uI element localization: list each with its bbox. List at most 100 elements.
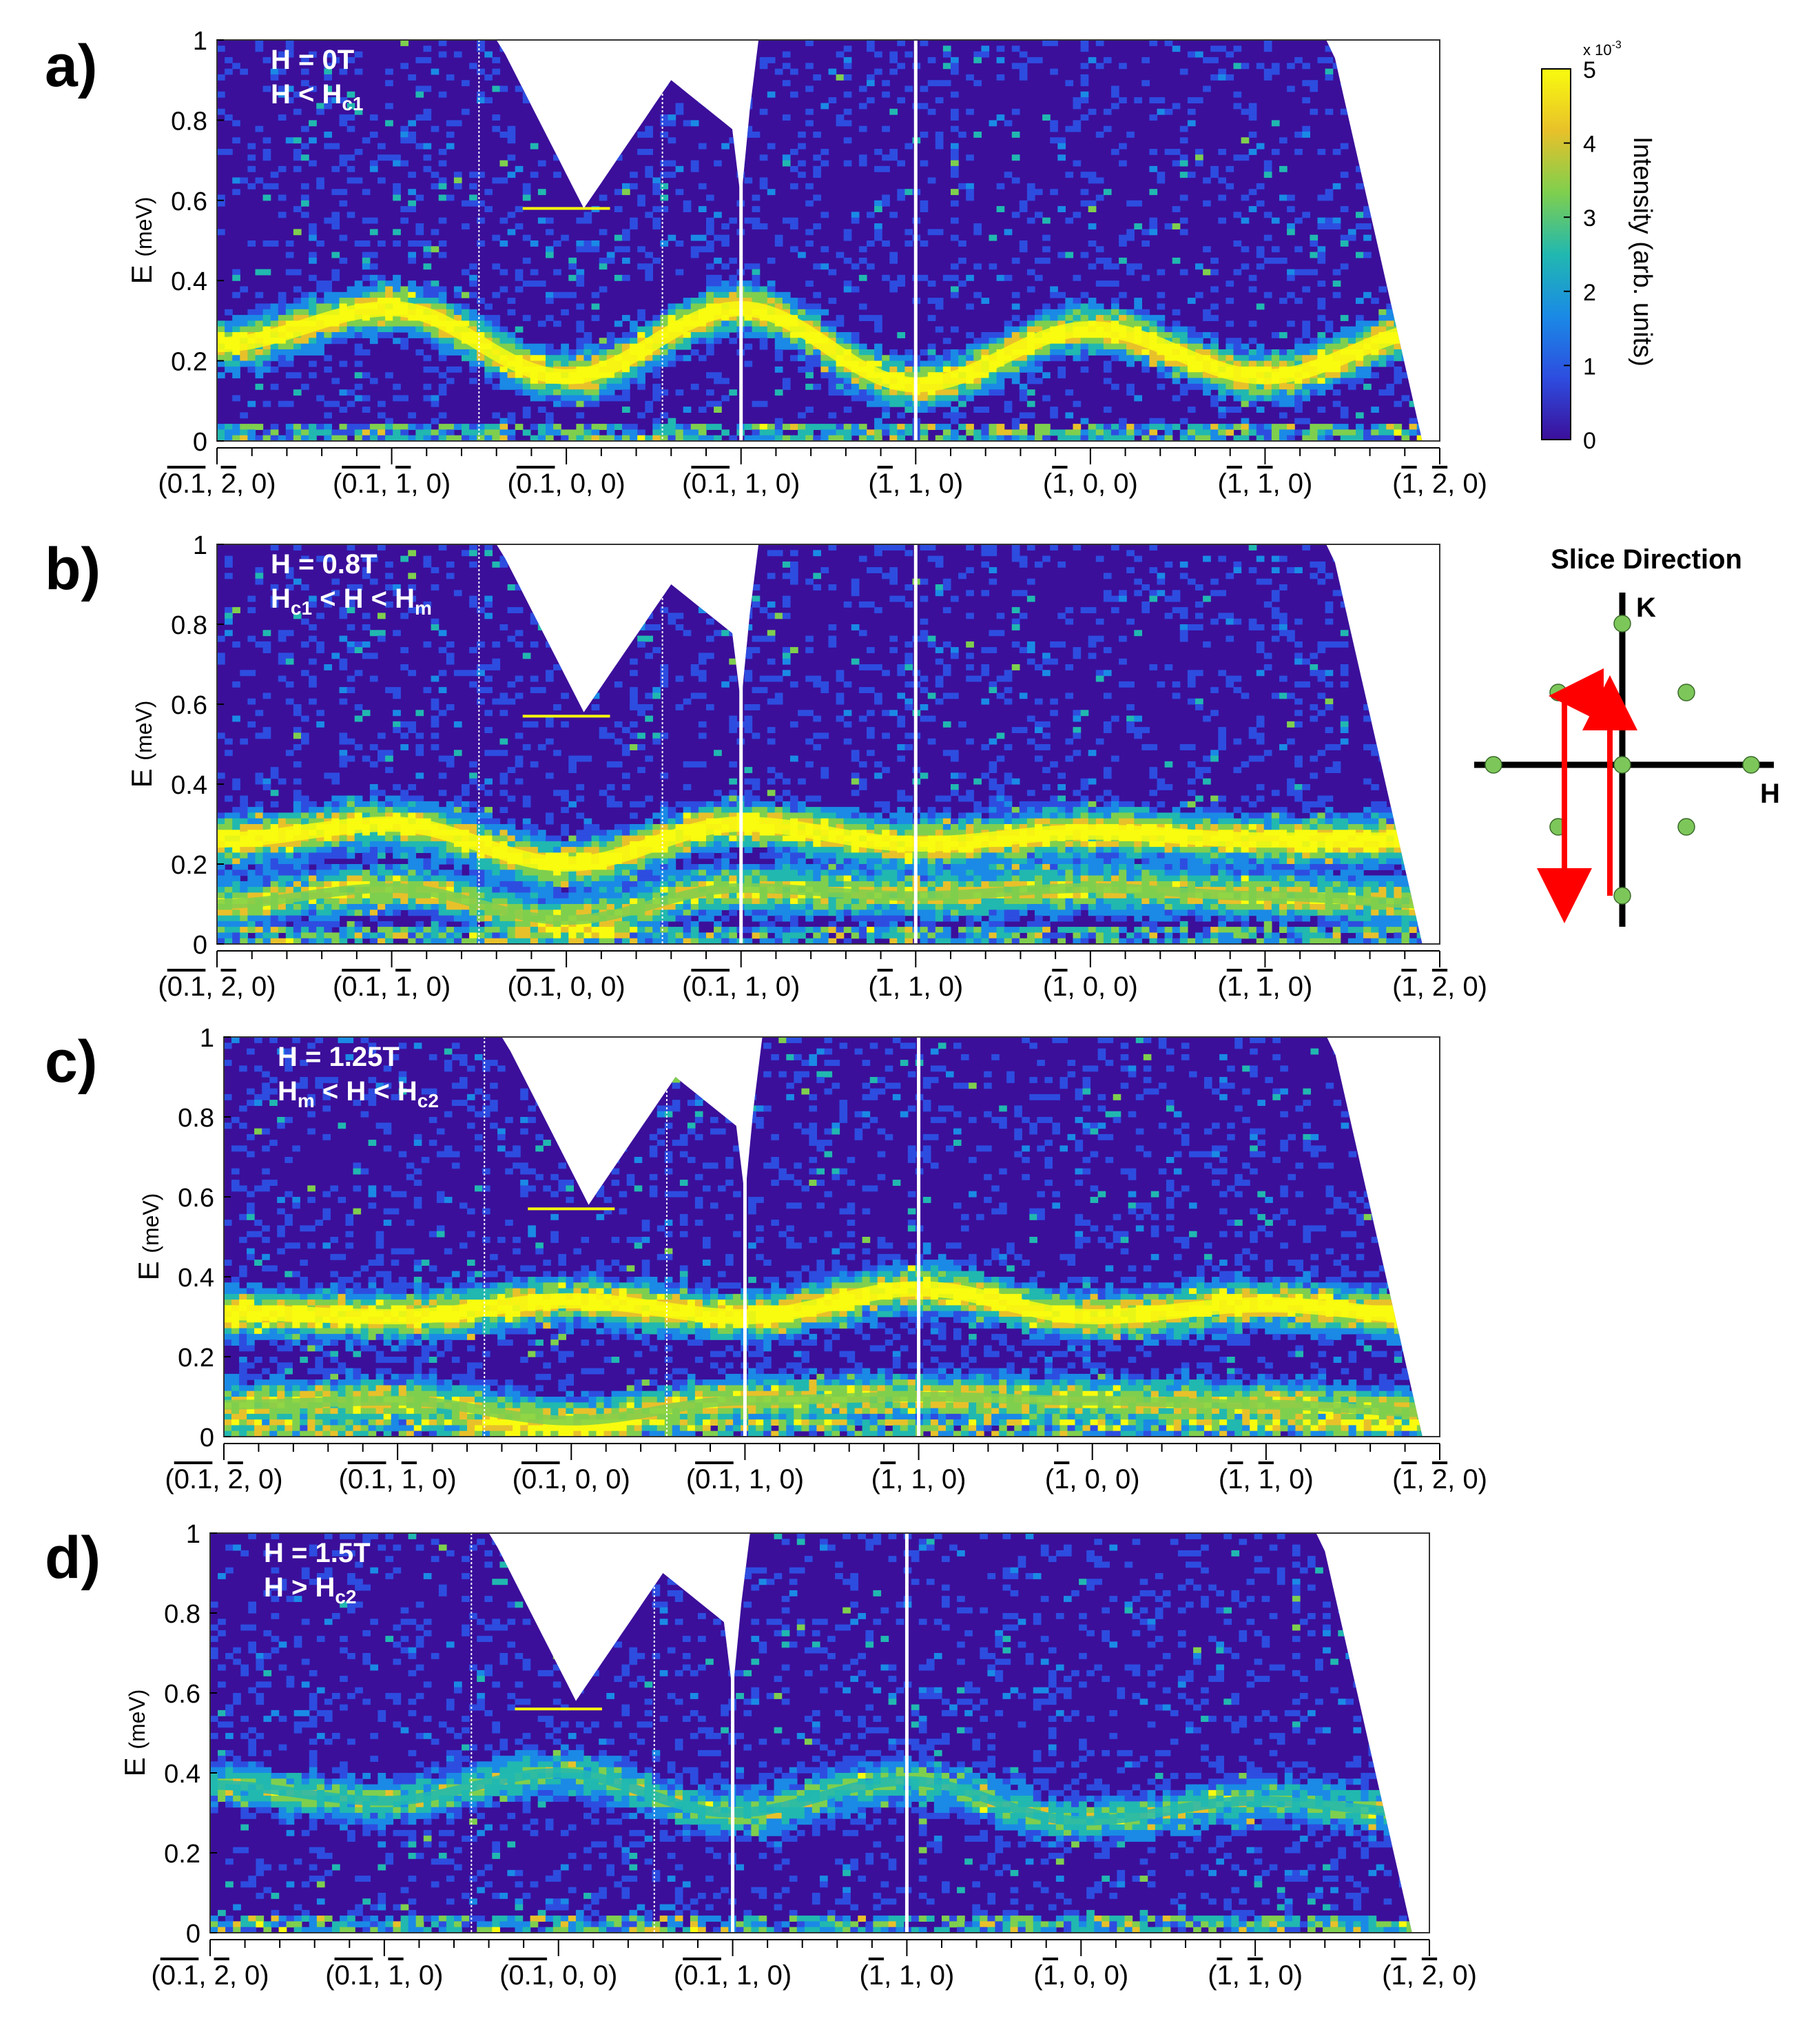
heatmap-cell: [408, 326, 416, 333]
heatmap-cell: [1271, 63, 1280, 70]
heatmap-cell: [385, 767, 393, 773]
heatmap-cell: [339, 332, 348, 338]
heatmap-cell: [637, 372, 645, 379]
heatmap-cell: [1317, 251, 1326, 258]
heatmap-cell: [668, 338, 676, 345]
heatmap-cell: [446, 904, 455, 910]
heatmap-cell: [828, 383, 837, 390]
heatmap-cell: [951, 263, 959, 270]
heatmap-cell: [1172, 206, 1181, 212]
heatmap-cell: [1416, 223, 1425, 229]
heatmap-cell: [217, 429, 225, 436]
heatmap-cell: [537, 898, 546, 905]
heatmap-cell: [568, 360, 577, 367]
heatmap-cell: [232, 120, 240, 127]
heatmap-cell: [400, 320, 409, 327]
heatmap-cell: [660, 206, 669, 212]
heatmap-cell: [1035, 309, 1043, 316]
heatmap-cell: [553, 932, 561, 939]
heatmap-cell: [270, 429, 279, 436]
heatmap-cell: [438, 194, 447, 201]
heatmap-cell: [599, 389, 608, 396]
heatmap-cell: [1073, 120, 1082, 127]
heatmap-cell: [255, 892, 264, 899]
heatmap-cell: [1103, 338, 1112, 345]
heatmap-cell: [446, 841, 455, 848]
heatmap-cell: [1233, 435, 1242, 441]
heatmap-cell: [301, 795, 309, 802]
heatmap-cell: [951, 108, 959, 115]
heatmap-cell: [225, 349, 233, 356]
heatmap-cell: [1042, 372, 1051, 379]
heatmap-cell: [546, 246, 554, 253]
heatmap-cell: [247, 309, 256, 316]
heatmap-cell: [546, 910, 554, 916]
heatmap-cell: [522, 818, 531, 825]
heatmap-cell: [316, 921, 324, 927]
heatmap-cell: [324, 326, 332, 333]
heatmap-cell: [1401, 349, 1410, 356]
heatmap-cell: [484, 372, 493, 379]
heatmap-cell: [568, 349, 577, 356]
heatmap-cell: [247, 607, 256, 613]
heatmap-cell: [339, 429, 348, 436]
heatmap-cell: [499, 555, 508, 562]
heatmap-cell: [339, 801, 348, 808]
heatmap-cell: [400, 298, 409, 304]
heatmap-cell: [1263, 395, 1272, 402]
heatmap-cell: [393, 630, 401, 637]
heatmap-cell: [1332, 429, 1341, 436]
heatmap-cell: [507, 378, 516, 384]
heatmap-cell: [576, 400, 585, 407]
heatmap-cell: [1226, 338, 1234, 345]
heatmap-cell: [927, 229, 936, 236]
heatmap-cell: [1149, 229, 1158, 236]
heatmap-cell: [1157, 326, 1166, 333]
heatmap-cell: [530, 824, 539, 830]
heatmap-cell: [530, 687, 539, 693]
heatmap-cell: [293, 710, 302, 717]
heatmap-cell: [1394, 372, 1403, 379]
heatmap-cell: [1347, 372, 1356, 379]
heatmap-cell: [606, 338, 615, 345]
heatmap-cell: [1050, 407, 1058, 413]
heatmap-cell: [462, 223, 470, 229]
heatmap-cell: [247, 721, 256, 728]
heatmap-cell: [431, 183, 440, 189]
heatmap-cell: [515, 223, 524, 229]
heatmap-cell: [759, 108, 768, 115]
heatmap-cell: [408, 607, 416, 613]
heatmap-cell: [400, 795, 409, 802]
heatmap-cell: [576, 338, 585, 345]
heatmap-cell: [240, 286, 248, 293]
heatmap-cell: [805, 360, 814, 367]
heatmap-cell: [1141, 320, 1150, 327]
heatmap-cell: [1287, 223, 1295, 229]
heatmap-cell: [798, 160, 806, 167]
heatmap-cell: [546, 435, 554, 441]
heatmap-cell: [813, 132, 821, 138]
heatmap-cell: [423, 904, 432, 910]
heatmap-cell: [225, 921, 233, 927]
heatmap-cell: [966, 332, 974, 338]
heatmap-cell: [660, 240, 669, 247]
heatmap-cell: [798, 355, 806, 362]
heatmap-cell: [630, 372, 638, 379]
heatmap-cell: [415, 607, 424, 613]
heatmap-cell: [874, 229, 882, 236]
heatmap-cell: [622, 132, 630, 138]
heatmap-cell: [301, 183, 309, 189]
heatmap-cell: [415, 424, 424, 430]
heatmap-cell: [1035, 429, 1043, 436]
heatmap-cell: [378, 755, 386, 762]
heatmap-cell: [347, 607, 355, 613]
heatmap-cell: [1026, 355, 1035, 362]
heatmap-cell: [469, 435, 477, 441]
heatmap-cell: [270, 424, 279, 430]
heatmap-cell: [553, 240, 561, 247]
heatmap-cell: [1241, 389, 1250, 396]
heatmap-cell: [232, 349, 240, 356]
heatmap-cell: [630, 435, 638, 441]
heatmap-cell: [1019, 332, 1028, 338]
heatmap-cell: [1325, 338, 1334, 345]
